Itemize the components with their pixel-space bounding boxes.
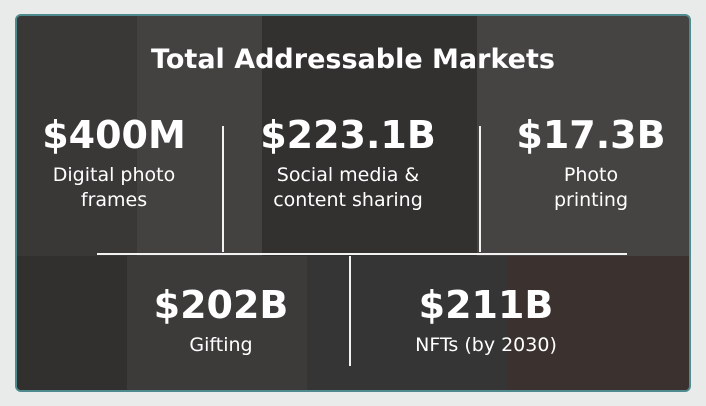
photo-tile — [17, 256, 127, 390]
photo-tile — [127, 256, 307, 390]
photo-tile — [307, 256, 507, 390]
photo-tile — [17, 16, 137, 256]
market-label: content sharing — [273, 189, 423, 211]
photo-tile — [262, 16, 477, 256]
divider — [349, 256, 351, 366]
market-label: printing — [553, 189, 629, 211]
slide: Total Addressable Markets $400M Digital p… — [15, 14, 691, 392]
photo-tile — [477, 16, 689, 256]
market-label: Digital photo — [52, 164, 176, 186]
title: Total Addressable Markets — [151, 44, 555, 75]
divider — [97, 253, 627, 255]
market-value: $211B — [418, 283, 554, 327]
photo-tile — [137, 16, 262, 256]
market-label: frames — [80, 189, 148, 211]
overlay — [17, 16, 689, 390]
market-value: $17.3B — [516, 113, 666, 157]
market-value: $223.1B — [260, 113, 436, 157]
market-value: $400M — [42, 113, 186, 157]
divider — [479, 126, 481, 252]
market-label: Photo — [563, 164, 619, 186]
market-label: NFTs (by 2030) — [415, 334, 557, 356]
market-value: $202B — [153, 283, 289, 327]
market-label: Social media & — [276, 164, 420, 186]
divider — [222, 126, 224, 252]
photo-tile — [507, 256, 689, 390]
market-label: Gifting — [189, 334, 253, 356]
